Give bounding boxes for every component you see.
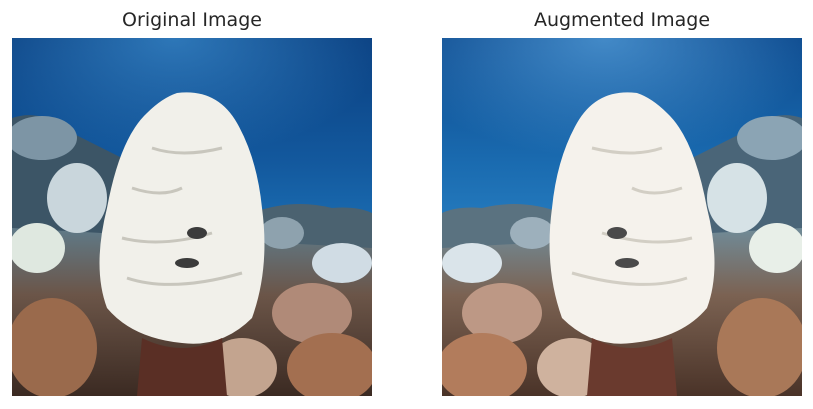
augmented-panel: Augmented Image <box>442 0 802 409</box>
coral-reef-photo <box>12 38 372 396</box>
augmented-image-title: Augmented Image <box>533 9 711 31</box>
original-image <box>12 38 372 396</box>
original-panel: Original Image <box>12 0 372 409</box>
augmented-image <box>442 38 802 396</box>
coral-reef-photo-flipped <box>442 38 802 396</box>
original-image-title: Original Image <box>122 9 262 31</box>
